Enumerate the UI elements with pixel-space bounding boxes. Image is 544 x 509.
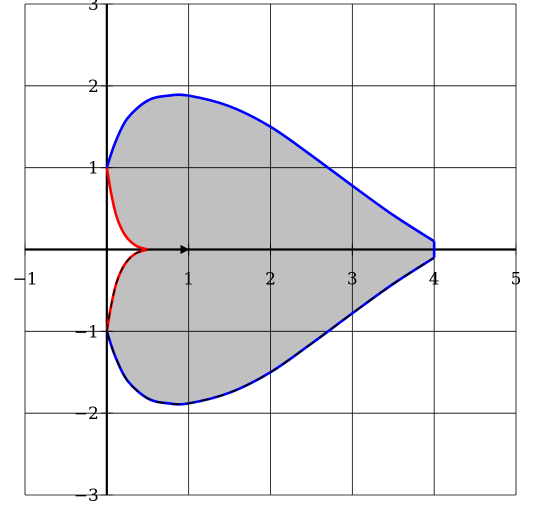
inner-curve-lower-dashed — [106, 248, 148, 332]
x-tick-label: 2 — [265, 270, 276, 290]
y-tick-label: 3 — [88, 0, 99, 15]
y-tick-label: 1 — [88, 159, 99, 179]
outer-curve-upper — [105, 93, 435, 243]
inner-curve-upper — [105, 167, 149, 251]
x-tick-label: 3 — [347, 270, 358, 290]
y-tick-label: −1 — [74, 322, 99, 342]
y-tick-label: −2 — [74, 404, 99, 424]
x-tick-label: 4 — [429, 270, 440, 290]
tick-labels: −1 1 2 3 4 5 3 2 1 −1 −2 −3 — [12, 0, 521, 506]
x-tick-label: 5 — [511, 270, 522, 290]
x-tick-label: −1 — [12, 270, 37, 290]
y-tick-label: −3 — [74, 486, 99, 506]
curves — [105, 93, 436, 406]
outer-curve-lower-dashed — [106, 257, 435, 406]
y-tick-label: 2 — [88, 77, 99, 97]
x-tick-label: 1 — [183, 270, 194, 290]
